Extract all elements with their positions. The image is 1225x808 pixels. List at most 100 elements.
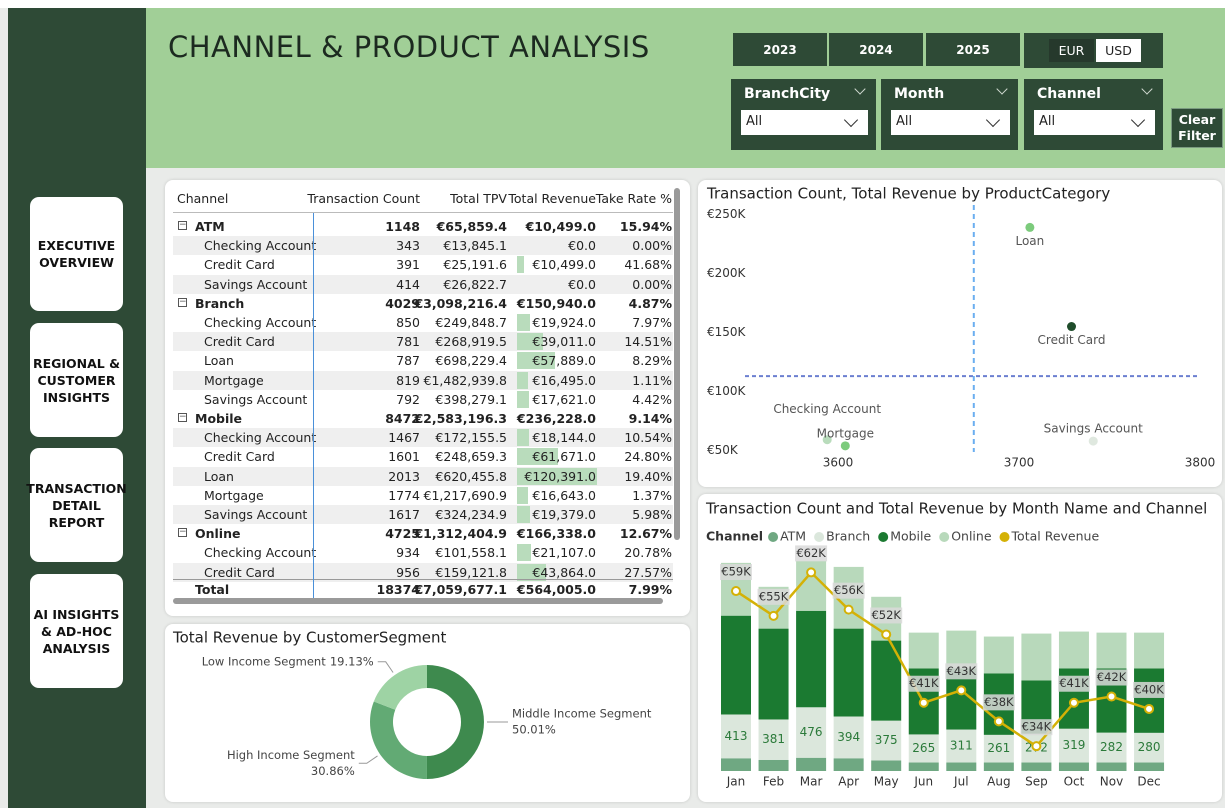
cell-value: €698,229.4 [435, 353, 507, 369]
data-label: €34K [1022, 720, 1052, 734]
line-point [806, 567, 817, 578]
dropdown[interactable]: All [741, 110, 868, 135]
leader-line [377, 661, 394, 673]
filter[interactable]: BranchCity All [731, 79, 876, 150]
cell-value: 819 [396, 372, 420, 388]
slice-label: High Income Segment [227, 748, 355, 762]
slice-label: Low Income Segment [202, 654, 327, 668]
h-scrollbar[interactable] [173, 598, 663, 604]
legend-swatch [999, 532, 1010, 542]
cell-value: 1467 [388, 430, 420, 446]
cell-value: 391 [396, 257, 420, 273]
collapse-icon: − [178, 296, 187, 307]
cell-value: €3,098,216.4 [414, 295, 507, 311]
line-point [881, 629, 892, 640]
bar-segment [833, 716, 864, 759]
line-point [993, 716, 1004, 727]
label-box [982, 694, 1015, 711]
bar-segment [796, 707, 827, 758]
child-name: Credit Card [204, 334, 275, 350]
point [1025, 222, 1035, 232]
child-name: Credit Card [204, 449, 275, 465]
x-tick-label: 3600 [823, 456, 854, 470]
cell-value: 41.68% [624, 257, 672, 273]
chart-title: Transaction Count and Total Revenue by M… [705, 500, 1207, 518]
cell-value: 8.29% [632, 353, 672, 369]
point [1088, 436, 1098, 446]
cell-value: €57,889.0 [532, 353, 596, 369]
legend-swatch [939, 532, 950, 542]
nav-button[interactable]: REGIONAL & CUSTOMER INSIGHTS [30, 323, 123, 437]
cell-value: 27.57% [624, 564, 672, 580]
line-point [956, 685, 967, 696]
year-button[interactable]: 2023 [733, 33, 827, 66]
cell-value: €61,671.0 [532, 449, 596, 465]
x-tick-label: Aug [987, 775, 1010, 789]
year-button[interactable]: 2025 [926, 33, 1020, 66]
child-name: Checking Account [204, 238, 317, 254]
x-tick-label: May [874, 775, 899, 789]
cell-value: €249,848.7 [435, 315, 507, 330]
bar-segment [1096, 762, 1127, 771]
data-label: 280 [1138, 740, 1161, 754]
clear-filter-button[interactable]: Clear Filter [1171, 108, 1223, 148]
bar-segment [1096, 732, 1127, 763]
data-label: 476 [800, 725, 823, 739]
cell-value: 1.37% [632, 487, 672, 503]
row-shade [173, 370, 673, 390]
cell-value: 5.98% [632, 507, 672, 522]
cell-value: €13,845.1 [443, 238, 507, 254]
child-name: Checking Account [204, 315, 317, 330]
revenue-bar [517, 563, 547, 581]
cell-value: €39,011.0 [532, 334, 596, 350]
cell-value: €10,499.0 [532, 257, 596, 273]
label-box [757, 588, 790, 605]
nav-button[interactable]: EXECUTIVE OVERVIEW [30, 197, 123, 311]
child-name: Credit Card [204, 564, 275, 580]
row-shade [173, 428, 673, 448]
cell-value: €150,940.0 [516, 295, 596, 311]
cell-value: €1,312,404.9 [414, 526, 507, 542]
label-box [795, 545, 828, 562]
bar-segment [1058, 762, 1089, 771]
filter[interactable]: Month All [881, 79, 1018, 150]
nav-button[interactable]: AI INSIGHTS & AD-HOC ANALYSIS [30, 574, 123, 688]
revenue-bar [517, 352, 556, 370]
revenue-bar [517, 371, 528, 389]
revenue-bar [517, 467, 597, 485]
cell-value: €166,338.0 [516, 526, 596, 542]
page-title: CHANNEL & PRODUCT ANALYSIS [168, 30, 650, 64]
chevron [843, 112, 859, 128]
x-tick-label: Jan [726, 775, 746, 789]
cell-value: 14.51% [624, 334, 672, 350]
label-box [945, 663, 978, 680]
nav-button[interactable]: TRANSACTION DETAIL REPORT [26, 448, 127, 562]
cell-value: 1.11% [632, 372, 672, 388]
cell-value: €26,822.7 [443, 276, 507, 292]
bar-segment [721, 615, 751, 715]
cell-value: 792 [396, 391, 420, 407]
cell-value: 4.42% [632, 391, 672, 407]
child-name: Loan [204, 353, 234, 369]
collapse-icon: − [178, 220, 187, 230]
currency-option[interactable]: EUR [1049, 39, 1094, 62]
data-label: €55K [759, 589, 789, 603]
header-rule [173, 212, 673, 213]
row-shade [173, 505, 673, 524]
point [840, 441, 850, 451]
cell-value: €268,919.5 [435, 334, 507, 350]
v-scrollbar[interactable] [674, 188, 680, 540]
revenue-bar [517, 544, 532, 562]
legend-label: Online [951, 529, 992, 544]
cell-value: 10.54% [624, 430, 672, 446]
currency-option[interactable]: USD [1096, 39, 1141, 62]
filter[interactable]: Channel All [1024, 79, 1163, 150]
cell-value: 1617 [388, 507, 420, 522]
donut-slice [373, 665, 427, 710]
cell-value: €620,455.8 [435, 468, 507, 484]
dropdown[interactable]: All [1034, 110, 1155, 135]
data-label: €43K [947, 664, 977, 678]
year-button[interactable]: 2024 [829, 33, 923, 66]
dropdown[interactable]: All [891, 110, 1010, 135]
